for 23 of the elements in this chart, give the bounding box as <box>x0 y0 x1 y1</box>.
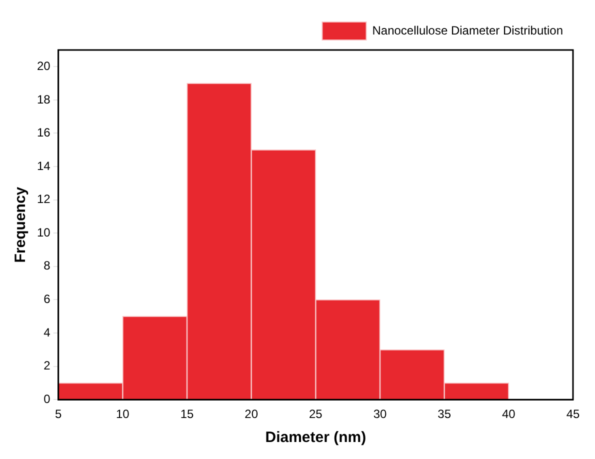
x-tick-label: 20 <box>244 407 258 422</box>
x-axis-title: Diameter (nm) <box>265 429 366 446</box>
x-tick-label: 5 <box>55 407 62 422</box>
y-tick-label: 14 <box>36 158 51 173</box>
y-tick-label: 18 <box>36 92 51 106</box>
x-tick-label: 10 <box>116 407 130 422</box>
y-tick-label: 2 <box>44 358 51 373</box>
legend-label: Nanocellulose Diameter Distribution <box>372 23 564 38</box>
y-tick-label: 10 <box>36 225 51 240</box>
y-tick-label: 6 <box>44 292 51 306</box>
x-tick-label: 45 <box>566 407 580 422</box>
y-tick-label: 12 <box>36 192 51 206</box>
y-tick-label: 4 <box>44 325 51 340</box>
y-tick-label: 20 <box>36 58 51 73</box>
x-tick-label: 25 <box>308 407 323 422</box>
y-axis-title: Frequency <box>12 186 30 263</box>
x-tick-label: 15 <box>180 407 194 422</box>
y-tick-label: 8 <box>44 258 51 273</box>
x-tick-label: 30 <box>373 407 387 422</box>
x-tick-label: 35 <box>438 407 452 422</box>
y-tick-label: 0 <box>44 392 51 406</box>
y-tick-label: 16 <box>36 126 51 140</box>
x-tick-label: 40 <box>502 407 516 422</box>
